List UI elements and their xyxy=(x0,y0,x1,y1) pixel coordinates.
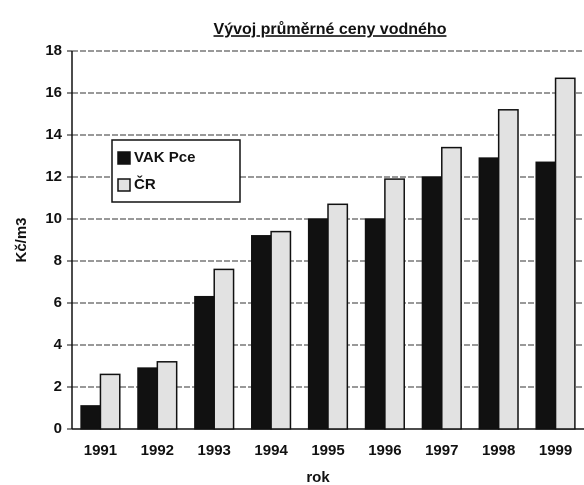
bar xyxy=(156,361,178,430)
y-tick-label: 18 xyxy=(45,42,62,59)
x-tick-label: 1999 xyxy=(539,442,572,459)
x-tick-label: 1995 xyxy=(311,442,344,459)
y-tick-label: 0 xyxy=(54,420,62,437)
bar xyxy=(421,176,443,430)
x-tick-label: 1994 xyxy=(254,442,288,459)
bar xyxy=(270,230,292,430)
x-tick-label: 1992 xyxy=(141,442,174,459)
legend-label: ČR xyxy=(134,175,156,193)
x-tick-label: 1998 xyxy=(482,442,515,459)
bar xyxy=(554,77,576,430)
bar xyxy=(535,161,557,430)
bar xyxy=(307,218,329,430)
bar xyxy=(137,367,159,430)
y-tick-label: 2 xyxy=(54,378,62,395)
chart-title: Vývoj průměrné ceny vodného xyxy=(214,21,447,38)
y-tick-label: 8 xyxy=(54,252,62,269)
y-tick-label: 10 xyxy=(45,210,62,227)
bar xyxy=(364,218,386,430)
x-tick-label: 1991 xyxy=(84,442,117,459)
bar xyxy=(384,178,405,430)
bar xyxy=(194,295,215,430)
y-tick-label: 14 xyxy=(45,126,62,143)
bar xyxy=(80,405,102,430)
legend-box xyxy=(111,139,241,203)
bar xyxy=(497,109,519,430)
y-axis-label: Kč/m3 xyxy=(13,217,30,262)
y-tick-label: 6 xyxy=(54,294,62,311)
bar xyxy=(327,203,349,430)
y-tick-label: 16 xyxy=(45,84,62,101)
x-tick-label: 1993 xyxy=(198,442,231,459)
bar xyxy=(251,235,272,430)
y-tick-label: 12 xyxy=(45,168,62,185)
bar xyxy=(213,268,235,430)
bar xyxy=(478,157,500,430)
bar xyxy=(99,373,121,430)
legend-swatch xyxy=(117,151,131,165)
x-tick-label: 1996 xyxy=(368,442,401,459)
legend-swatch xyxy=(117,178,131,192)
y-tick-label: 4 xyxy=(54,336,63,353)
x-tick-label: 1997 xyxy=(425,442,458,459)
bar xyxy=(441,146,462,430)
legend-label: VAK Pce xyxy=(134,149,195,166)
x-axis-label: rok xyxy=(306,469,330,485)
